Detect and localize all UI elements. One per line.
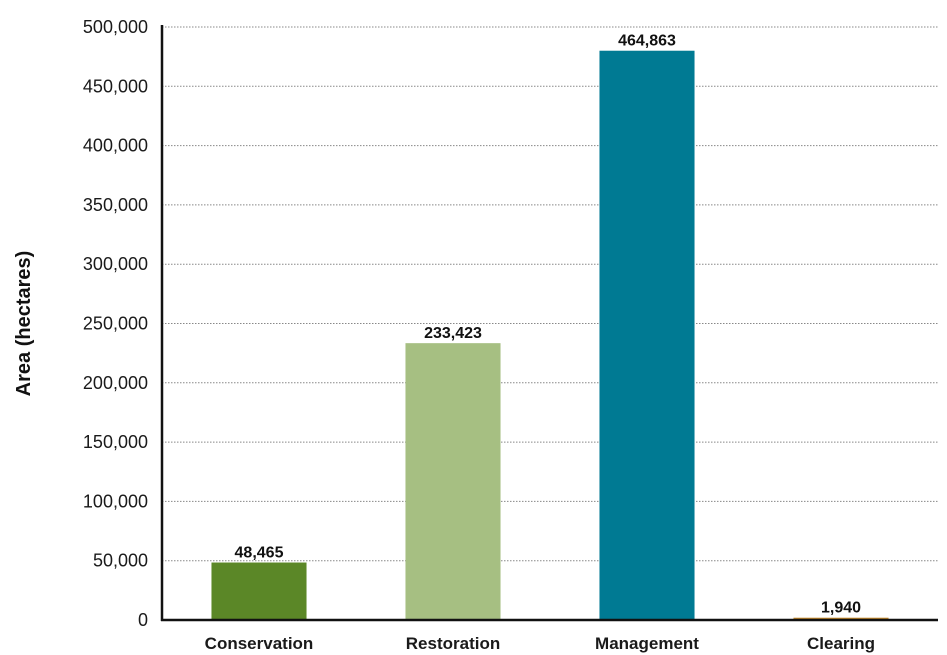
bar-management bbox=[599, 50, 695, 621]
y-axis-ticks: 0 50,000 100,000 150,000 200,000 250,000 300,0… bbox=[83, 17, 148, 630]
y-tick-label: 150,000 bbox=[83, 432, 148, 452]
y-tick-label: 250,000 bbox=[83, 314, 148, 334]
data-label-conservation: 48,465 bbox=[235, 545, 284, 562]
y-axis-title: Area (hectares) bbox=[13, 251, 35, 397]
y-tick-label: 50,000 bbox=[93, 551, 148, 571]
x-tick-label: Restoration bbox=[406, 634, 500, 653]
y-tick-label: 500,000 bbox=[83, 17, 148, 37]
bar-restoration bbox=[405, 343, 501, 620]
x-tick-label: Conservation bbox=[205, 634, 314, 653]
bars bbox=[211, 50, 889, 621]
x-axis-labels: Conservation Restoration Management Clearin… bbox=[205, 634, 875, 653]
y-tick-label: 0 bbox=[138, 610, 148, 630]
y-tick-label: 100,000 bbox=[83, 491, 148, 511]
x-tick-label: Management bbox=[595, 634, 699, 653]
y-tick-label: 300,000 bbox=[83, 254, 148, 274]
data-labels: 48,465 233,423 464,863 1,940 bbox=[235, 33, 862, 617]
bar-conservation bbox=[211, 562, 307, 620]
data-label-restoration: 233,423 bbox=[424, 325, 482, 342]
y-tick-label: 450,000 bbox=[83, 76, 148, 96]
grid-lines bbox=[162, 26, 938, 562]
y-tick-label: 350,000 bbox=[83, 195, 148, 215]
y-tick-label: 200,000 bbox=[83, 373, 148, 393]
x-tick-label: Clearing bbox=[807, 634, 875, 653]
data-label-management: 464,863 bbox=[618, 33, 676, 50]
y-tick-label: 400,000 bbox=[83, 136, 148, 156]
data-label-clearing: 1,940 bbox=[821, 600, 861, 617]
